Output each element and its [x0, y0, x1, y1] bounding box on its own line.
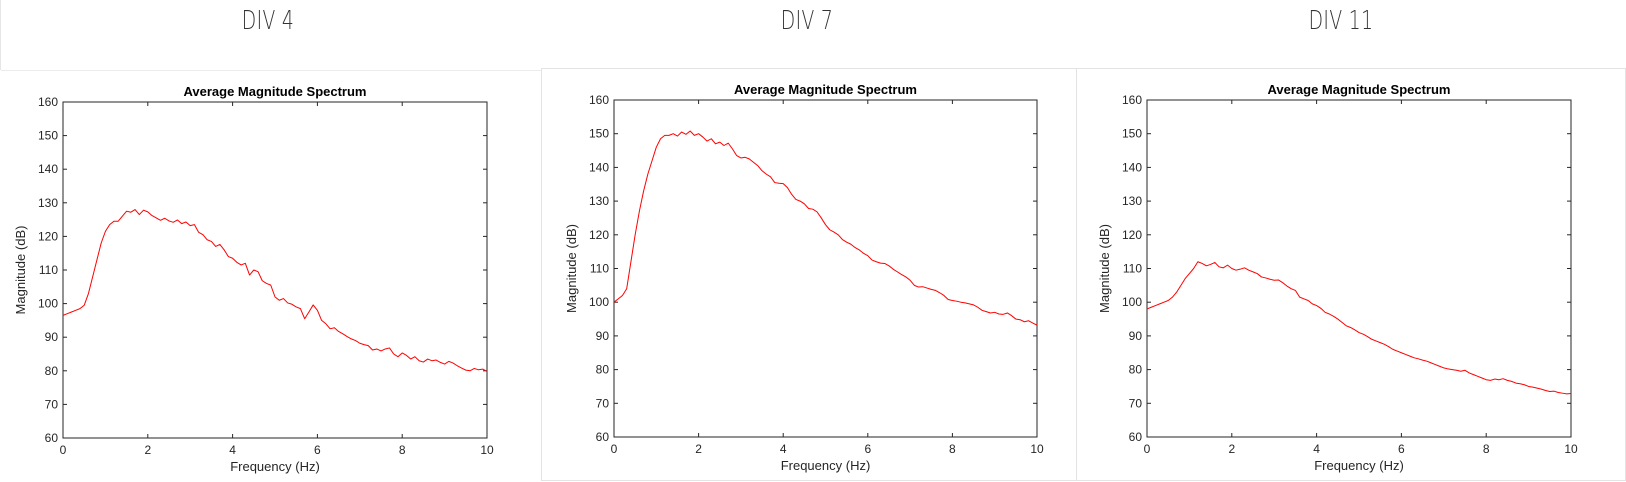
- y-tick-label: 120: [589, 228, 609, 242]
- y-tick-label: 100: [589, 295, 609, 309]
- x-tick-label: 2: [695, 442, 702, 456]
- x-tick-label: 2: [1228, 442, 1235, 456]
- x-tick-label: 6: [314, 443, 321, 457]
- heading-div-11: DIV 11: [1308, 6, 1374, 36]
- chart-panel-div-4: 0 2 4 6 8 10 60 70 80 90 100 110 120 130 140 150 160 Aver…: [0, 71, 541, 481]
- heading-div-4: DIV 4: [241, 6, 295, 36]
- y-tick-label: 160: [1122, 93, 1142, 107]
- x-tick-label: 8: [949, 442, 956, 456]
- x-tick-label: 8: [399, 443, 406, 457]
- y-tick-label: 90: [1129, 329, 1143, 343]
- x-tick-label: 0: [60, 443, 67, 457]
- y-tick-label: 160: [589, 93, 609, 107]
- y-tick-label: 140: [1122, 160, 1142, 174]
- plot-area: [1146, 99, 1572, 438]
- y-axis-label: Magnitude (dB): [564, 224, 579, 313]
- y-tick-label: 80: [596, 363, 610, 377]
- plot-area: [62, 101, 488, 439]
- x-tick-label: 4: [229, 443, 236, 457]
- y-tick-label: 140: [38, 162, 58, 176]
- spectrum-chart-div-4: 0 2 4 6 8 10 60 70 80 90 100 110 120 130 140 150 160 Aver…: [13, 84, 494, 474]
- y-axis-label: Magnitude (dB): [1097, 224, 1112, 313]
- y-tick-label: 160: [38, 95, 58, 109]
- y-tick-label: 150: [589, 127, 609, 141]
- y-tick-label: 70: [1129, 396, 1143, 410]
- y-tick-label: 110: [1123, 262, 1142, 276]
- y-tick-label: 60: [1129, 430, 1143, 444]
- y-tick-label: 60: [45, 431, 59, 445]
- chart-panel-div-11: 0 2 4 6 8 10 60 70 80 90 100 110 120 130 140 150 160 Aver…: [1076, 68, 1626, 481]
- y-tick-label: 150: [38, 129, 58, 143]
- x-tick-label: 10: [480, 443, 494, 457]
- y-tick-label: 100: [1122, 295, 1142, 309]
- header-divider: [1, 70, 542, 71]
- spectrum-chart-div-11: 0 2 4 6 8 10 60 70 80 90 100 110 120 130 140 150 160 Aver…: [1097, 82, 1578, 473]
- spectrum-chart-div-7: 0 2 4 6 8 10 60 70 80 90 100 110 120 130 140 150 160 Aver…: [564, 82, 1044, 473]
- x-axis-label: Frequency (Hz): [1314, 458, 1404, 473]
- y-tick-label: 90: [596, 329, 610, 343]
- heading-div-7: DIV 7: [780, 6, 834, 36]
- x-axis-label: Frequency (Hz): [781, 458, 871, 473]
- y-axis-label: Magnitude (dB): [13, 226, 28, 315]
- y-tick-label: 120: [38, 229, 58, 243]
- y-tick-label: 120: [1122, 228, 1142, 242]
- y-tick-label: 150: [1122, 127, 1142, 141]
- y-tick-label: 110: [39, 263, 58, 277]
- x-tick-label: 0: [611, 442, 618, 456]
- y-tick-label: 80: [1129, 363, 1143, 377]
- spectrum-line: [62, 209, 488, 372]
- spectrum-line: [1146, 261, 1572, 395]
- header-row: DIV 4 DIV 7 DIV 11: [0, 0, 1626, 71]
- y-tick-label: 80: [45, 364, 59, 378]
- x-tick-label: 2: [144, 443, 151, 457]
- plot-area: [613, 99, 1038, 438]
- y-tick-label: 130: [589, 194, 609, 208]
- y-tick-label: 130: [1122, 194, 1142, 208]
- spectrum-line: [613, 130, 1038, 326]
- chart-title: Average Magnitude Spectrum: [1267, 82, 1450, 97]
- x-axis-label: Frequency (Hz): [230, 459, 320, 474]
- chart-panel-div-7: 0 2 4 6 8 10 60 70 80 90 100 110 120 130 140 150 160 Aver…: [541, 68, 1077, 481]
- y-tick-label: 70: [45, 397, 59, 411]
- x-tick-label: 0: [1144, 442, 1151, 456]
- chart-title: Average Magnitude Spectrum: [734, 82, 917, 97]
- x-tick-label: 4: [780, 442, 787, 456]
- chart-title: Average Magnitude Spectrum: [183, 84, 366, 99]
- x-tick-label: 10: [1564, 442, 1578, 456]
- y-tick-label: 140: [589, 160, 609, 174]
- x-tick-label: 6: [864, 442, 871, 456]
- y-tick-label: 60: [596, 430, 610, 444]
- x-tick-label: 10: [1030, 442, 1044, 456]
- x-tick-label: 6: [1398, 442, 1405, 456]
- y-tick-label: 90: [45, 330, 59, 344]
- y-tick-label: 110: [590, 262, 609, 276]
- y-tick-label: 70: [596, 396, 610, 410]
- x-tick-label: 8: [1483, 442, 1490, 456]
- y-tick-label: 130: [38, 196, 58, 210]
- y-tick-label: 100: [38, 297, 58, 311]
- x-tick-label: 4: [1313, 442, 1320, 456]
